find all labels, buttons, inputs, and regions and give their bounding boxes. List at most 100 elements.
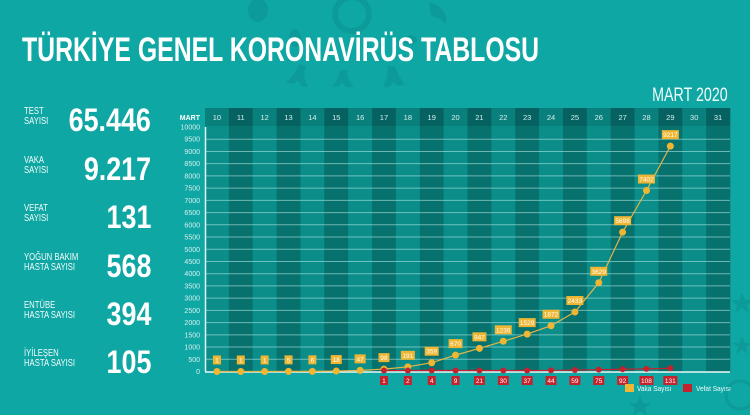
stat-label-line1: İYİLEŞEN (24, 348, 59, 359)
day-header-cell (300, 108, 325, 126)
vaka-data-label: 359 (424, 346, 439, 356)
day-header-cell (515, 108, 540, 126)
y-tick-label: 1500 (184, 332, 200, 339)
data-label-box (617, 376, 629, 385)
y-tick-label: 9000 (184, 149, 200, 156)
day-header-cell (658, 108, 683, 126)
y-tick-label: 6000 (184, 222, 200, 229)
stat-label-line1: TEST (24, 106, 44, 117)
vaka-data-label: 98 (378, 353, 390, 363)
y-tick-label: 3000 (184, 296, 200, 303)
day-label: 29 (666, 113, 674, 122)
day-header-cell (395, 108, 421, 126)
stat-value: 131 (106, 199, 151, 235)
data-label-text: 1529 (520, 320, 535, 327)
y-tick-label: 1000 (184, 345, 200, 352)
vefat-data-label: 9 (451, 376, 460, 385)
stat-value: 105 (106, 344, 151, 380)
data-label-box (400, 350, 415, 360)
stat-label-line1: YOĞUN BAKIM (24, 252, 79, 263)
vaka-data-point (547, 322, 555, 330)
data-label-box (545, 376, 557, 385)
data-label-box (473, 376, 485, 385)
data-label-text: 2433 (568, 298, 583, 305)
data-label-text: 21 (476, 378, 484, 385)
vaka-data-label: 3629 (590, 266, 608, 276)
vefat-data-label: 92 (617, 376, 629, 385)
day-label: 15 (332, 113, 340, 122)
vaka-data-label: 1236 (494, 325, 512, 335)
data-label-box (518, 318, 536, 328)
vaka-data-point (619, 228, 627, 236)
day-label: 17 (380, 113, 388, 122)
vaka-data-point (595, 279, 603, 287)
data-label-box (427, 376, 436, 385)
vefat-data-point (500, 367, 507, 374)
vaka-data-label: 1872 (542, 309, 560, 319)
data-label-box (284, 355, 293, 365)
stat-label: ENTÜBE HASTA SAYISI (24, 301, 75, 321)
vefat-data-point (643, 365, 650, 372)
y-tick-label: 9500 (184, 137, 200, 144)
day-header-cell (276, 108, 301, 126)
vaka-data-label: 670 (448, 339, 463, 349)
y-tick-label: 2500 (184, 308, 200, 315)
vefat-data-label: 2 (403, 376, 412, 385)
day-header-cell (419, 108, 444, 126)
data-label-box (212, 355, 221, 365)
y-tick-label: 4000 (184, 271, 200, 278)
stat-death-count: VEFAT SAYISI 131 (0, 201, 160, 235)
day-header-cell (443, 108, 468, 126)
virus-icon (248, 0, 473, 88)
vefat-data-label: 108 (639, 376, 654, 385)
day-label: 20 (451, 113, 459, 122)
stat-label-line1: VAKA (24, 155, 44, 166)
vaka-data-point (332, 367, 340, 375)
day-header-cell (539, 108, 564, 126)
data-label-box (236, 355, 245, 365)
stat-label: VEFAT SAYISI (24, 204, 48, 224)
legend-swatch-vaka (625, 384, 634, 392)
y-tick-label: 0 (196, 369, 200, 376)
legend-swatch-vefat (683, 384, 692, 392)
day-label: 25 (571, 113, 579, 122)
data-label-text: 1 (382, 378, 386, 385)
vefat-data-label: 59 (569, 376, 581, 385)
data-label-box (639, 376, 654, 385)
data-label-text: 92 (619, 378, 627, 385)
y-tick-label: 3500 (184, 283, 200, 290)
data-label-text: 5698 (615, 218, 630, 225)
data-label-text: 18 (333, 357, 341, 364)
day-label: 22 (499, 113, 507, 122)
vaka-data-point (475, 344, 483, 352)
data-label-text: 44 (547, 378, 555, 385)
vefat-data-point (667, 365, 674, 372)
vaka-data-label: 2433 (566, 296, 584, 306)
data-label-text: 59 (571, 378, 579, 385)
vefat-data-point (524, 367, 531, 374)
stat-value: 65.446 (68, 102, 151, 138)
stat-label-line2: HASTA SAYISI (24, 262, 76, 273)
day-header-cell (252, 108, 277, 126)
stat-label-line2: SAYISI (24, 213, 49, 224)
vaka-data-label: 7402 (637, 174, 655, 184)
vaka-data-label: 1 (236, 355, 245, 365)
data-label-text: 2 (406, 378, 410, 385)
data-label-text: 30 (500, 378, 508, 385)
data-label-box (614, 216, 632, 226)
data-label-text: 37 (524, 378, 532, 385)
vaka-data-label: 5698 (614, 216, 632, 226)
day-header-cell (205, 108, 230, 126)
vaka-data-point (452, 351, 460, 359)
day-label: 11 (237, 113, 245, 122)
y-tick-label: 8000 (184, 173, 200, 180)
data-label-text: 131 (665, 378, 676, 385)
vefat-data-point (571, 367, 578, 374)
day-header-cell (682, 108, 707, 126)
stat-value: 568 (106, 248, 151, 284)
data-label-text: 6 (311, 357, 315, 364)
vaka-data-point (523, 330, 531, 338)
day-label: 26 (595, 113, 603, 122)
y-tick-label: 6500 (184, 210, 200, 217)
vefat-data-label: 44 (545, 376, 557, 385)
